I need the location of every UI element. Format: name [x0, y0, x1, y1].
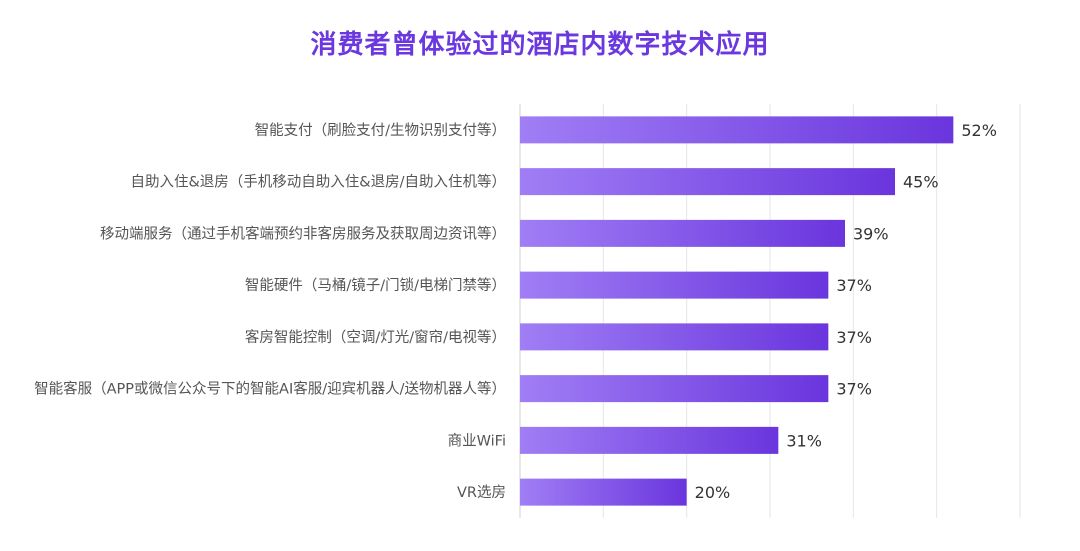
value-label: 20%	[695, 483, 731, 502]
value-label: 37%	[836, 328, 872, 347]
bar	[520, 116, 954, 144]
category-label: 智能客服（APP或微信公众号下的智能AI客服/迎宾机器人/送物机器人等）	[34, 380, 506, 398]
category-label: 客房智能控制（空调/灯光/窗帘/电视等）	[245, 328, 506, 346]
bar	[520, 478, 687, 506]
value-label: 52%	[961, 121, 997, 140]
bar	[520, 375, 829, 403]
category-label: 智能硬件（马桶/镜子/门锁/电梯门禁等）	[245, 276, 506, 294]
bar	[520, 168, 895, 196]
value-label: 39%	[853, 224, 889, 243]
category-label: 自助入住&退房（手机移动自助入住&退房/自助入住机等）	[131, 173, 507, 191]
bar	[520, 271, 829, 299]
category-label: 商业WiFi	[448, 432, 506, 449]
category-label: 智能支付（刷脸支付/生物识别支付等）	[255, 121, 506, 139]
value-label: 37%	[836, 276, 872, 295]
category-label: VR选房	[457, 484, 506, 501]
value-label: 31%	[786, 431, 822, 450]
value-label: 45%	[903, 173, 939, 192]
value-label: 37%	[836, 380, 872, 399]
bar	[520, 323, 829, 351]
category-label: 移动端服务（通过手机客端预约非客房服务及获取周边资讯等）	[100, 224, 506, 242]
gridlines	[519, 104, 1021, 518]
bars	[520, 116, 954, 506]
chart-title: 消费者曾体验过的酒店内数字技术应用	[310, 30, 770, 60]
bar	[520, 219, 845, 247]
bar	[520, 426, 779, 454]
labels: 智能支付（刷脸支付/生物识别支付等） 52% 自助入住&退房（手机移动自助入住&退房…	[34, 121, 997, 502]
